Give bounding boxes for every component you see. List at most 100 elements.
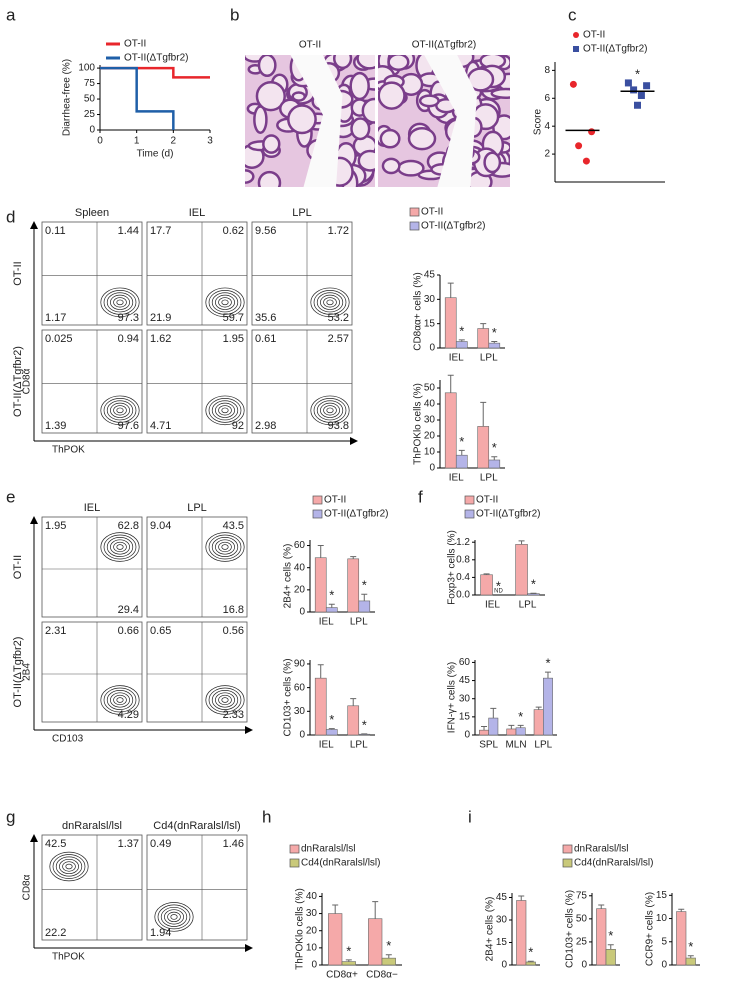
point bbox=[582, 157, 590, 165]
panel-letter: f bbox=[418, 487, 423, 506]
quadrant-percent: 43.5 bbox=[223, 520, 244, 532]
y-axis-label: 2B4 bbox=[22, 663, 33, 681]
crypt bbox=[255, 80, 286, 112]
contour bbox=[103, 534, 137, 560]
legend-swatch bbox=[573, 46, 579, 52]
contour bbox=[205, 287, 245, 318]
y-tick-label: 0 bbox=[429, 463, 435, 474]
legend-swatch bbox=[562, 858, 573, 868]
crypt bbox=[418, 94, 440, 108]
quadrant-percent: 0.94 bbox=[118, 333, 139, 345]
quadrant-percent: 0.11 bbox=[45, 225, 66, 237]
quadrant-percent: 29.4 bbox=[118, 604, 139, 616]
x-tick-label: LPL bbox=[480, 353, 498, 364]
crypt bbox=[387, 55, 410, 72]
bar bbox=[676, 911, 687, 966]
contour bbox=[211, 400, 239, 421]
contour bbox=[218, 405, 232, 416]
bar bbox=[455, 454, 468, 469]
contour bbox=[320, 294, 340, 310]
row-label: OT-II(ΔTgfbr2) bbox=[12, 637, 24, 708]
bar bbox=[488, 717, 499, 736]
contour bbox=[323, 405, 337, 416]
error-bar bbox=[607, 944, 614, 950]
crypt bbox=[332, 55, 353, 70]
significance: * bbox=[459, 323, 464, 338]
y-tick-label: 50 bbox=[576, 913, 588, 924]
contour bbox=[313, 289, 347, 315]
bar bbox=[596, 908, 607, 966]
contour bbox=[106, 292, 134, 313]
y-tick-label: 10 bbox=[656, 913, 668, 924]
y-axis-label: Score bbox=[533, 109, 544, 136]
quadrant-percent: 97.6 bbox=[118, 420, 139, 432]
x-tick-label: IEL bbox=[449, 473, 464, 484]
y-tick-label: 0 bbox=[311, 960, 317, 971]
quadrant-percent: 0.66 bbox=[118, 625, 139, 637]
contour bbox=[110, 294, 130, 310]
contour bbox=[113, 541, 127, 553]
error-bar bbox=[491, 456, 498, 460]
contour bbox=[110, 539, 130, 555]
crypt bbox=[361, 97, 375, 124]
error-bar bbox=[598, 904, 605, 909]
column-title: LPL bbox=[187, 502, 207, 514]
legend-swatch bbox=[409, 207, 420, 217]
quadrant-percent: 1.37 bbox=[118, 838, 139, 850]
quadrant-percent: 1.44 bbox=[118, 225, 139, 237]
contour bbox=[211, 537, 239, 557]
significance: * bbox=[362, 717, 367, 732]
error-bar bbox=[458, 449, 465, 456]
bar bbox=[314, 557, 327, 613]
crypt bbox=[287, 104, 317, 135]
quadrant-percent: 92 bbox=[232, 420, 244, 432]
y-axis-label: 2B4+ cells (%) bbox=[485, 897, 496, 962]
x-tick-label: CD8α+ bbox=[326, 970, 358, 981]
contour bbox=[116, 697, 124, 703]
legend-label: OT-II(ΔTgfbr2) bbox=[421, 221, 485, 232]
crypt bbox=[350, 117, 371, 141]
contour bbox=[106, 690, 134, 710]
quadrant-percent: 62.8 bbox=[118, 520, 139, 532]
contour bbox=[215, 294, 235, 310]
quadrant-percent: 21.9 bbox=[150, 312, 171, 324]
plot-frame bbox=[251, 221, 353, 326]
value-label: ND bbox=[494, 589, 503, 595]
panel-letter: e bbox=[6, 487, 15, 506]
y-tick-label: 75 bbox=[576, 890, 588, 901]
quadrant-percent: 9.04 bbox=[150, 520, 171, 532]
contour bbox=[62, 861, 76, 872]
bar bbox=[341, 961, 356, 966]
y-tick-label: 20 bbox=[294, 584, 306, 595]
crypt bbox=[253, 105, 268, 134]
quadrant-percent: 42.5 bbox=[45, 838, 66, 850]
plot-frame bbox=[146, 516, 248, 618]
legend-swatch bbox=[464, 509, 475, 519]
y-tick-label: 50 bbox=[424, 383, 436, 394]
y-tick-label: 50 bbox=[84, 94, 96, 105]
contour bbox=[316, 292, 344, 313]
contour bbox=[215, 402, 235, 418]
y-tick-label: 10 bbox=[424, 447, 436, 458]
crypt bbox=[490, 87, 510, 99]
image-title: OT-II bbox=[299, 40, 321, 51]
contour bbox=[205, 532, 245, 562]
y-axis-label: CD8αα+ cells (%) bbox=[413, 272, 424, 351]
y-axis-label: CD103+ cells (%) bbox=[565, 890, 576, 968]
legend-swatch bbox=[464, 495, 475, 505]
contour bbox=[59, 858, 79, 875]
significance: * bbox=[496, 578, 501, 593]
y-tick-label: 0 bbox=[501, 960, 507, 971]
error-bar bbox=[385, 954, 392, 959]
y-tick-label: 15 bbox=[459, 711, 471, 722]
contour bbox=[211, 292, 239, 313]
plot-frame bbox=[41, 516, 143, 618]
bar bbox=[347, 705, 360, 736]
contour bbox=[316, 400, 344, 421]
lumen bbox=[290, 55, 343, 187]
legend-label: OT-II(ΔTgfbr2) bbox=[583, 44, 647, 55]
plot-frame bbox=[41, 834, 143, 941]
error-bar bbox=[458, 339, 465, 342]
contour bbox=[211, 690, 239, 710]
y-tick-label: 1.2 bbox=[456, 537, 470, 548]
